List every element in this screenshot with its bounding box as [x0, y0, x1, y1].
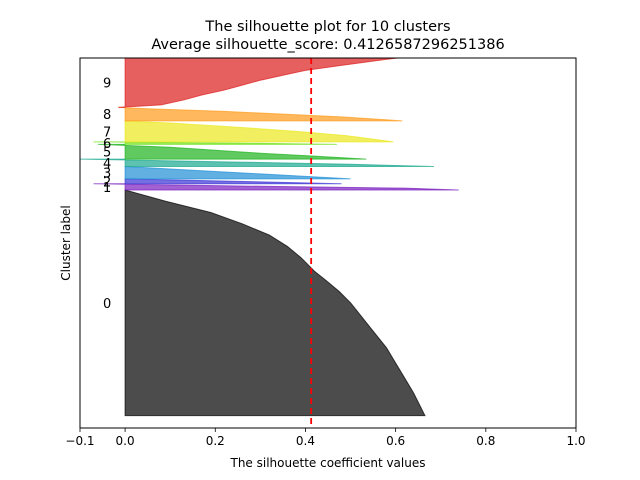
chart-title: The silhouette plot for 10 clusters — [204, 19, 450, 35]
cluster-2-area — [124, 178, 342, 185]
cluster-label-0: 0 — [103, 297, 111, 312]
cluster-label-5: 5 — [103, 146, 111, 161]
plot-frame — [79, 57, 577, 429]
cluster-8-area — [118, 106, 403, 122]
x-axis-ticks: −0.1 0.0 0.2 0.4 0.6 0.8 1.0 — [65, 428, 586, 448]
cluster-3-area — [124, 166, 351, 180]
x-tick-label: 1.0 — [566, 434, 585, 448]
x-tick-label: 0.0 — [116, 434, 135, 448]
cluster-9-area — [118, 57, 398, 108]
x-tick-label: 0.6 — [386, 434, 405, 448]
cluster-label-7: 7 — [103, 125, 111, 140]
cluster-1-area — [93, 183, 459, 191]
cluster-label-1: 1 — [103, 181, 111, 196]
x-tick-label: 0.8 — [476, 434, 495, 448]
cluster-7-area — [124, 120, 394, 143]
x-axis-label: The silhouette coefficient values — [230, 456, 426, 470]
cluster-label-4: 4 — [103, 157, 111, 172]
chart-subtitle: Average silhouette_score: 0.412658729625… — [151, 37, 504, 53]
x-tick-label: 0.2 — [206, 434, 225, 448]
cluster-label-9: 9 — [103, 77, 111, 92]
cluster-4-area — [79, 158, 434, 168]
x-tick-label: 0.4 — [296, 434, 315, 448]
cluster-label-6: 6 — [103, 137, 111, 152]
cluster-label-8: 8 — [103, 108, 111, 123]
y-axis-label: Cluster label — [59, 205, 73, 280]
cluster-0-area — [124, 189, 426, 417]
cluster-5-area — [98, 143, 367, 160]
cluster-label-2: 2 — [103, 175, 111, 190]
cluster-label-3: 3 — [103, 167, 111, 182]
silhouette-areas — [79, 57, 459, 417]
x-tick-label: −0.1 — [65, 434, 94, 448]
